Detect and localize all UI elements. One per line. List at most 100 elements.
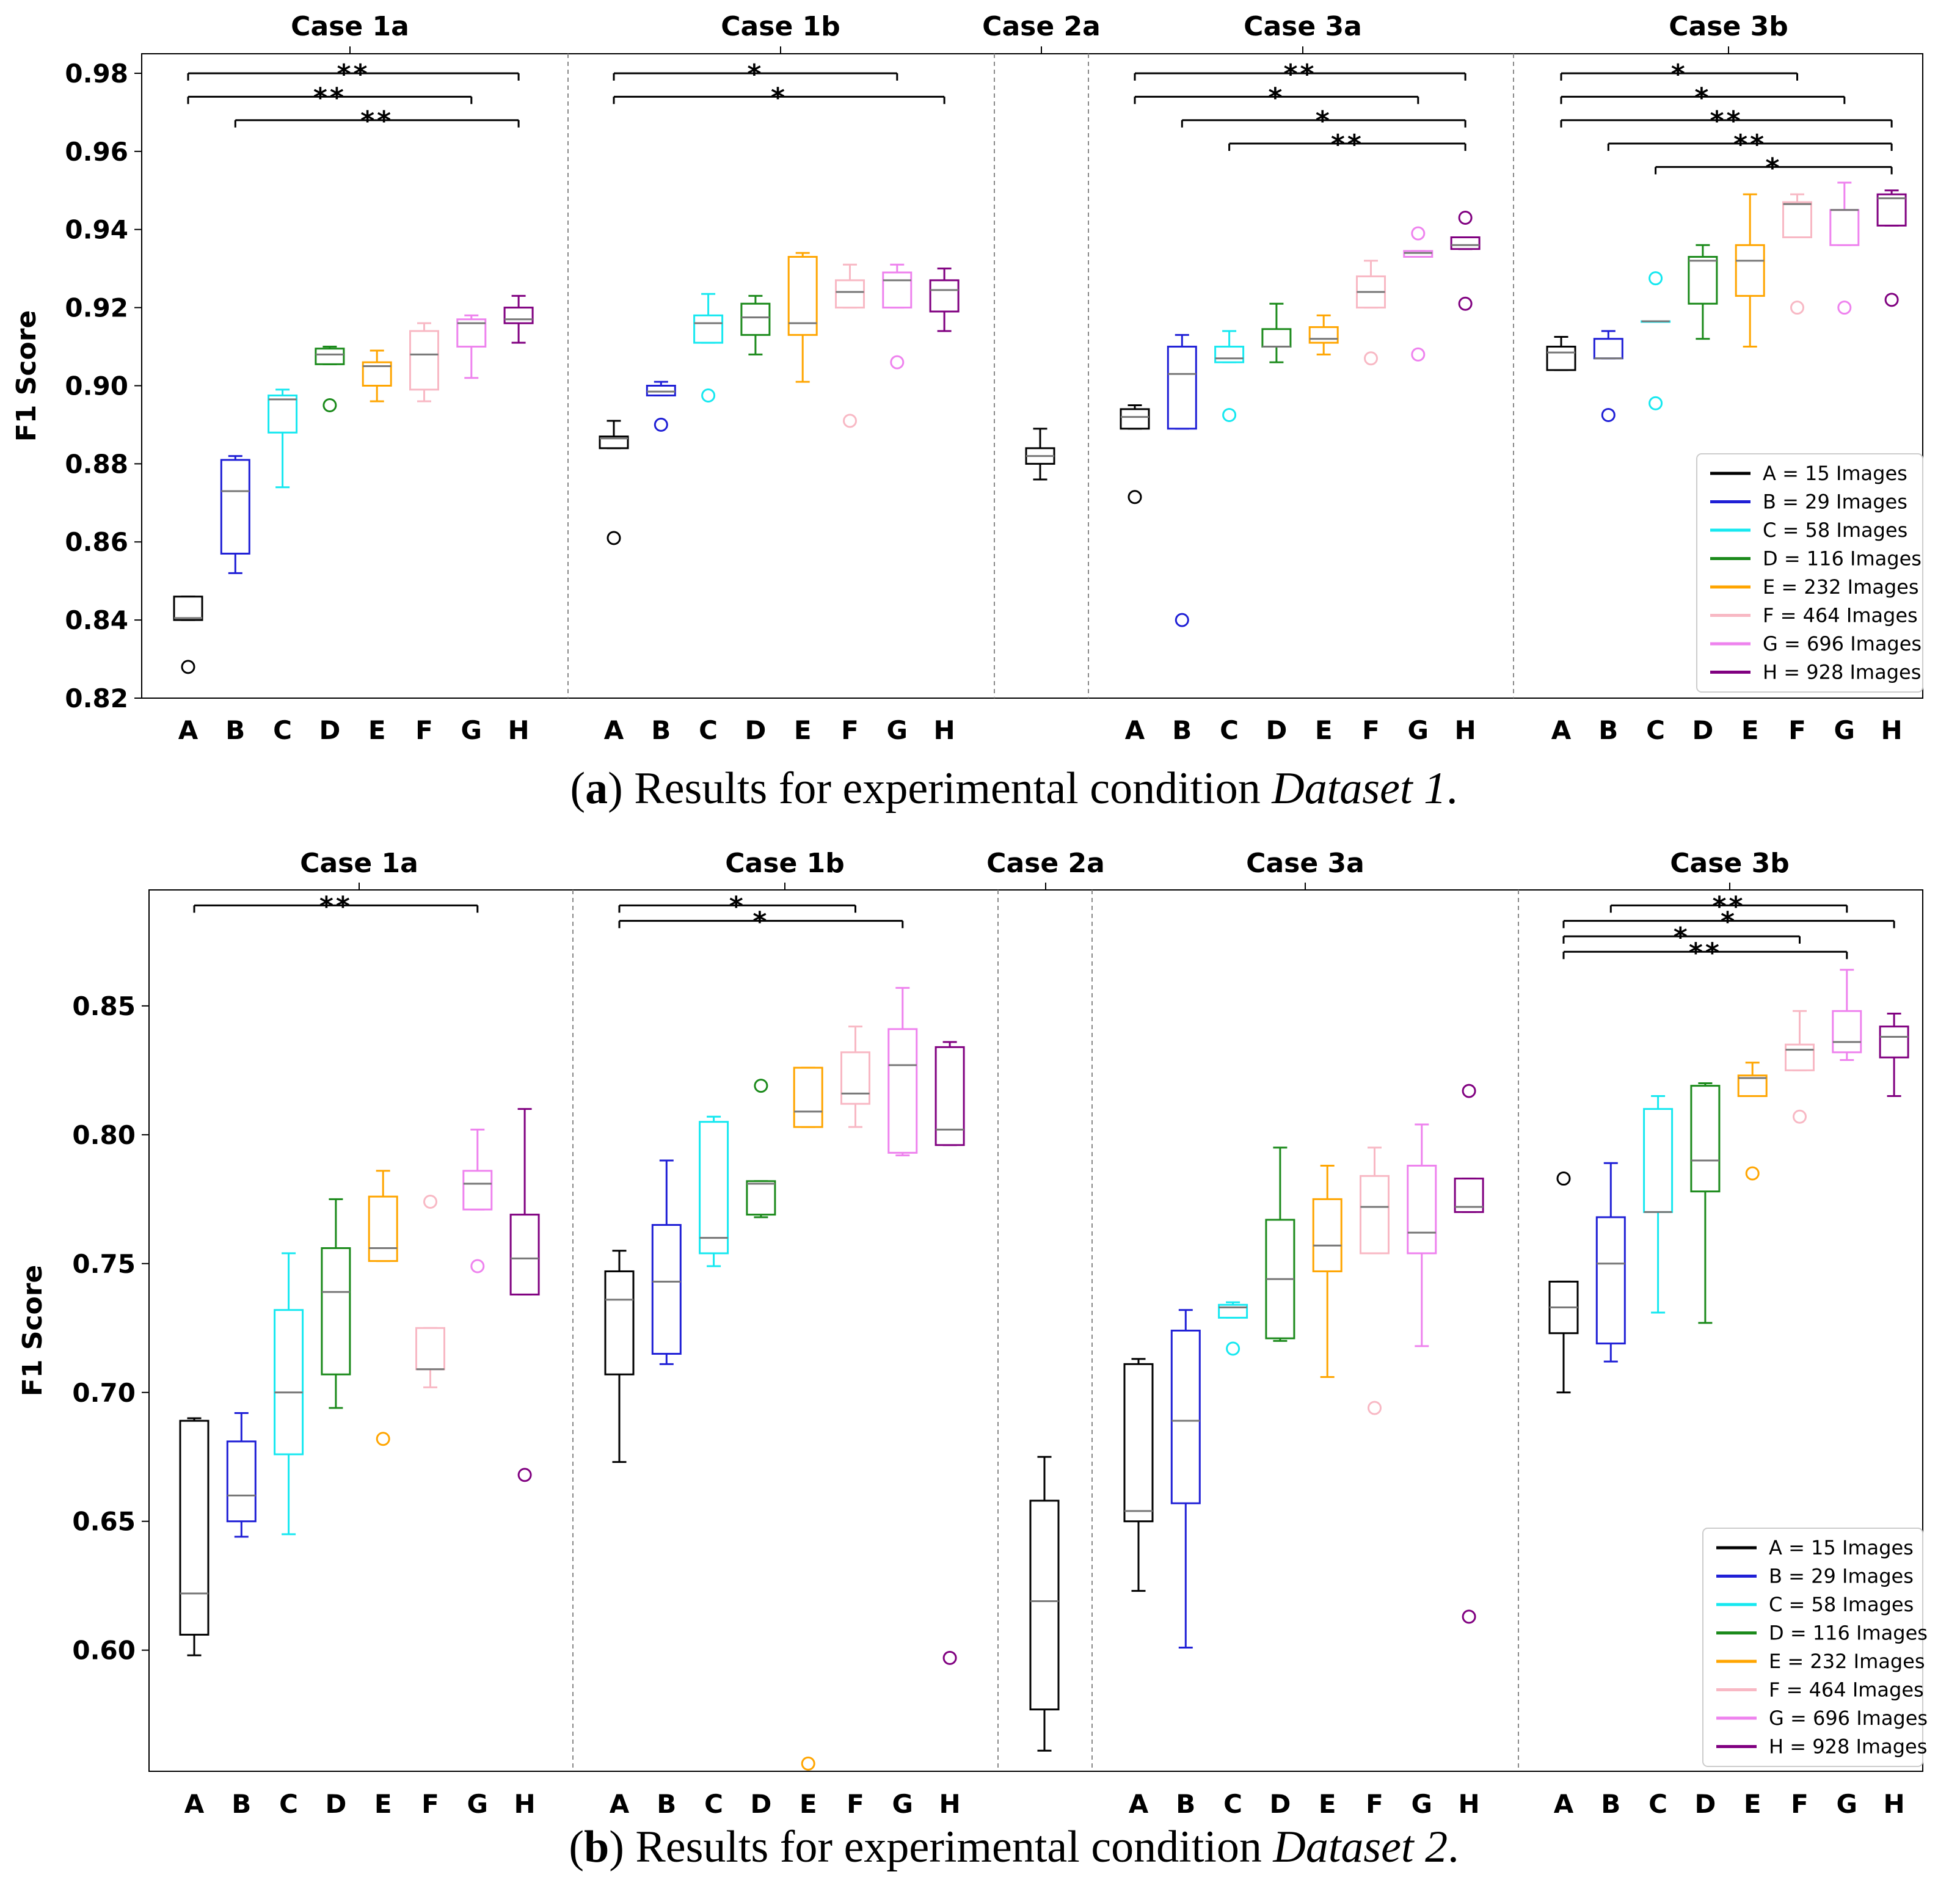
significance-bracket: * — [1181, 106, 1466, 137]
outlier-point — [1884, 293, 1899, 307]
legend-frame — [1696, 453, 1923, 693]
significance-bracket: ** — [1134, 59, 1466, 90]
box-D — [1261, 302, 1292, 363]
outlier-point — [1226, 1341, 1240, 1356]
box-iqr — [179, 1419, 209, 1636]
box-H — [1879, 1013, 1909, 1098]
case-title: Case 3b — [1669, 11, 1788, 42]
y-tick-label: 0.92 — [65, 293, 128, 323]
box-H — [1450, 211, 1481, 311]
case-title: Case 1a — [291, 11, 409, 42]
x-tick-label: G — [467, 1789, 488, 1819]
box-iqr — [929, 279, 960, 313]
box-C — [274, 1252, 304, 1536]
x-tick-label: A — [1554, 1789, 1574, 1819]
box-C — [268, 388, 298, 489]
significance-stars: ** — [1689, 937, 1722, 968]
outlier-point — [942, 1650, 957, 1665]
significance-stars: * — [1671, 59, 1688, 90]
x-tick-label: B — [1601, 1789, 1620, 1819]
legend: A = 15 Images B = 29 Images C = 58 Images D… — [1702, 1528, 1928, 1767]
x-tick-label: F — [1362, 715, 1380, 745]
outlier-point — [1601, 407, 1616, 422]
significance-bracket: ** — [1562, 937, 1848, 968]
x-tick-label: H — [1881, 715, 1903, 745]
y-tick-label: 0.84 — [65, 605, 128, 635]
outlier-point — [1411, 347, 1426, 362]
y-tick-label: 0.96 — [65, 137, 128, 167]
x-tick-label: F — [1788, 715, 1806, 745]
legend-entry: A = 15 Images — [1763, 462, 1907, 485]
outlier-point — [1793, 1109, 1807, 1124]
outlier-point — [181, 660, 195, 674]
box-iqr — [1170, 1330, 1201, 1504]
box-H — [1876, 189, 1907, 307]
box-D — [740, 294, 771, 355]
box-iqr — [1690, 1085, 1721, 1193]
x-tick-label: B — [225, 715, 245, 745]
box-E — [368, 1170, 398, 1446]
box-C — [1214, 330, 1245, 422]
box-A — [599, 420, 629, 545]
y-tick-label: 0.88 — [65, 449, 128, 479]
significance-stars: * — [1316, 106, 1332, 137]
box-E — [1308, 314, 1339, 355]
box-A — [1548, 1171, 1579, 1394]
box-iqr — [1879, 1026, 1909, 1058]
box-A — [1546, 336, 1576, 371]
box-iqr — [1167, 346, 1197, 430]
box-G — [887, 986, 918, 1157]
box-B — [220, 455, 250, 574]
x-tick-label: G — [1412, 1789, 1432, 1819]
box-iqr — [173, 596, 203, 621]
significance-stars: * — [1268, 82, 1284, 113]
significance-stars: ** — [1710, 106, 1743, 137]
x-tick-label: H — [1884, 1789, 1905, 1819]
y-axis-label: F1 Score — [17, 1265, 48, 1397]
significance-bracket: ** — [1607, 129, 1893, 160]
box-iqr — [1643, 1108, 1674, 1213]
y-axis-label: F1 Score — [11, 310, 42, 442]
x-tick-label: A — [1551, 715, 1572, 745]
box-G — [462, 1128, 493, 1273]
y-tick-label: 0.70 — [72, 1378, 136, 1408]
box-iqr — [1261, 328, 1292, 348]
x-tick-label: A — [1125, 715, 1145, 745]
x-tick-label: H — [508, 715, 530, 745]
box-A — [179, 1417, 209, 1656]
box-E — [1312, 1164, 1342, 1378]
x-tick-label: B — [657, 1789, 676, 1819]
box-H — [934, 1041, 965, 1665]
box-B — [651, 1159, 682, 1365]
box-A — [1123, 1358, 1154, 1592]
box-H — [509, 1108, 540, 1482]
box-iqr — [1735, 244, 1765, 297]
x-tick-label: B — [231, 1789, 251, 1819]
legend-entry: H = 928 Images — [1763, 661, 1921, 684]
box-F — [415, 1195, 445, 1388]
x-tick-label: A — [178, 715, 199, 745]
outlier-point — [1745, 1166, 1760, 1181]
x-tick-label: D — [319, 715, 340, 745]
plot-frame — [148, 889, 1923, 1772]
significance-stars: ** — [360, 106, 393, 137]
significance-bracket: ** — [1609, 891, 1848, 922]
panel-b: 0.60 0.65 0.70 0.75 0.80 0.85 F1 Score Case 1a A… — [17, 848, 1928, 1819]
box-iqr — [1593, 338, 1623, 360]
box-E — [1735, 193, 1765, 348]
box-D — [321, 1198, 351, 1409]
x-tick-label: E — [1741, 715, 1759, 745]
legend-entry: E = 232 Images — [1763, 575, 1919, 599]
x-tick-label: G — [1408, 715, 1429, 745]
box-iqr — [315, 348, 345, 365]
x-tick-label: D — [745, 715, 766, 745]
significance-bracket: * — [613, 82, 945, 113]
x-tick-label: F — [1366, 1789, 1383, 1819]
significance-stars: * — [729, 891, 746, 922]
legend-entry: F = 464 Images — [1769, 1678, 1924, 1702]
outlier-point — [1411, 226, 1426, 241]
box-iqr — [1360, 1175, 1390, 1255]
x-tick-label: G — [892, 1789, 913, 1819]
box-H — [929, 268, 960, 332]
box-G — [456, 314, 487, 379]
